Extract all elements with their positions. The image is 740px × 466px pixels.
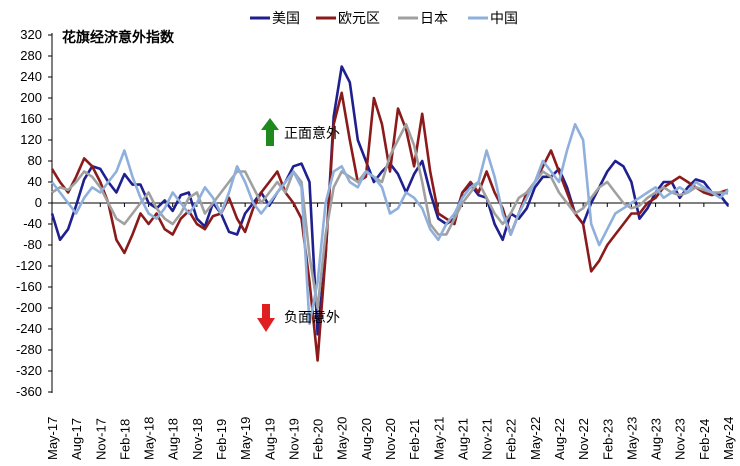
x-tick-label: Feb-21 bbox=[407, 419, 422, 460]
x-tick-label: Aug-22 bbox=[552, 418, 567, 460]
x-tick-label: Feb-24 bbox=[697, 419, 712, 460]
legend-label-china: 中国 bbox=[490, 11, 518, 27]
positive-surprise-annotation: 正面意外 bbox=[261, 118, 340, 146]
x-axis-ticks: May-17 Aug-17 Nov-17 Feb-18 May-18 Aug-18 Nov-… bbox=[45, 203, 736, 460]
y-tick-label: -80 bbox=[23, 237, 42, 252]
x-tick-label: Aug-23 bbox=[649, 418, 664, 460]
legend-label-us: 美国 bbox=[272, 11, 300, 27]
x-tick-label: May-17 bbox=[45, 417, 60, 460]
x-tick-label: May-20 bbox=[335, 417, 350, 460]
y-tick-label: 160 bbox=[20, 111, 42, 126]
y-tick-label: 240 bbox=[20, 69, 42, 84]
x-tick-label: Nov-21 bbox=[480, 418, 495, 460]
y-tick-label: 80 bbox=[28, 153, 42, 168]
y-tick-label: -360 bbox=[16, 384, 42, 399]
x-tick-label: Feb-23 bbox=[600, 419, 615, 460]
x-tick-label: Aug-19 bbox=[262, 418, 277, 460]
x-tick-label: May-18 bbox=[142, 417, 157, 460]
x-tick-label: Aug-21 bbox=[455, 418, 470, 460]
x-tick-label: Aug-17 bbox=[69, 418, 84, 460]
x-tick-label: Feb-18 bbox=[117, 419, 132, 460]
y-axis-ticks: 320 280 240 200 160 120 80 40 0 -40 -80 -120 -160 -20… bbox=[16, 27, 52, 399]
legend: 美国 欧元区 日本 中国 bbox=[250, 11, 518, 27]
x-tick-label: Aug-18 bbox=[166, 418, 181, 460]
x-tick-label: May-19 bbox=[238, 417, 253, 460]
legend-label-eurozone: 欧元区 bbox=[338, 11, 380, 27]
x-tick-label: Nov-19 bbox=[286, 418, 301, 460]
x-tick-label: Nov-17 bbox=[93, 418, 108, 460]
down-arrow-icon bbox=[257, 304, 275, 332]
x-tick-label: Feb-19 bbox=[214, 419, 229, 460]
x-tick-label: Nov-23 bbox=[673, 418, 688, 460]
x-tick-label: May-22 bbox=[528, 417, 543, 460]
negative-surprise-label: 负面意外 bbox=[284, 309, 340, 326]
up-arrow-icon bbox=[261, 118, 279, 146]
positive-surprise-label: 正面意外 bbox=[284, 125, 340, 142]
x-tick-label: Feb-22 bbox=[504, 419, 519, 460]
y-tick-label: 280 bbox=[20, 48, 42, 63]
y-tick-label: -160 bbox=[16, 279, 42, 294]
series-line-eurozone bbox=[50, 91, 729, 362]
negative-surprise-annotation: 负面意外 bbox=[257, 304, 340, 332]
y-tick-label: -320 bbox=[16, 363, 42, 378]
y-tick-label: -280 bbox=[16, 342, 42, 357]
y-tick-label: -200 bbox=[16, 300, 42, 315]
x-tick-label: Nov-18 bbox=[190, 418, 205, 460]
x-tick-label: Aug-20 bbox=[359, 418, 374, 460]
y-tick-label: 200 bbox=[20, 90, 42, 105]
x-tick-label: May-23 bbox=[624, 417, 639, 460]
x-tick-label: May-21 bbox=[431, 417, 446, 460]
y-tick-label: 120 bbox=[20, 132, 42, 147]
y-tick-label: -40 bbox=[23, 216, 42, 231]
chart-title: 花旗经济意外指数 bbox=[62, 29, 175, 46]
x-tick-label: Nov-20 bbox=[383, 418, 398, 460]
y-tick-label: 0 bbox=[35, 195, 42, 210]
x-tick-label: May-24 bbox=[721, 417, 736, 460]
series-lines bbox=[50, 65, 730, 362]
series-line-japan bbox=[51, 123, 729, 310]
x-tick-label: Feb-20 bbox=[311, 419, 326, 460]
x-tick-label: Nov-22 bbox=[576, 418, 591, 460]
y-tick-label: 320 bbox=[20, 27, 42, 42]
y-tick-label: -120 bbox=[16, 258, 42, 273]
series-line-china bbox=[50, 123, 729, 326]
legend-label-japan: 日本 bbox=[420, 11, 448, 27]
y-tick-label: -240 bbox=[16, 321, 42, 336]
y-tick-label: 40 bbox=[28, 174, 42, 189]
